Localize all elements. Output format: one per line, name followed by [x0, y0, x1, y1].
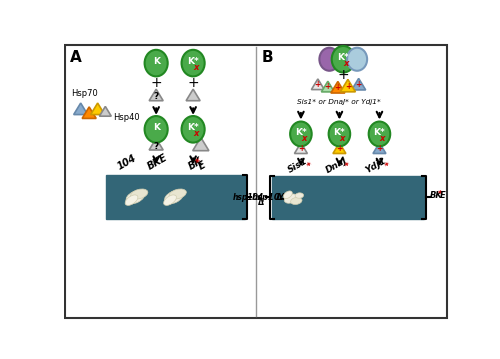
- Ellipse shape: [295, 193, 304, 198]
- Text: +: +: [336, 144, 342, 153]
- Ellipse shape: [284, 194, 298, 203]
- Polygon shape: [74, 103, 88, 115]
- Text: K*: K*: [374, 128, 386, 137]
- Text: Hsp70: Hsp70: [72, 89, 98, 98]
- Ellipse shape: [368, 122, 390, 146]
- Polygon shape: [294, 143, 308, 154]
- Polygon shape: [192, 137, 209, 151]
- Text: Hsp40: Hsp40: [113, 112, 140, 121]
- Text: E: E: [440, 191, 446, 200]
- Text: hsp104: hsp104: [233, 194, 264, 202]
- Text: +: +: [345, 82, 351, 91]
- Ellipse shape: [290, 122, 312, 146]
- Text: E: E: [197, 160, 207, 172]
- Ellipse shape: [320, 48, 340, 71]
- Polygon shape: [100, 107, 112, 116]
- Text: *: *: [194, 158, 204, 169]
- Text: K: K: [152, 123, 160, 132]
- Ellipse shape: [347, 48, 367, 71]
- Ellipse shape: [284, 191, 292, 199]
- Polygon shape: [333, 143, 346, 154]
- Text: +: +: [338, 67, 349, 81]
- Text: +: +: [324, 83, 331, 92]
- Text: +: +: [150, 76, 162, 90]
- Text: *: *: [306, 161, 314, 171]
- Text: Δ: Δ: [276, 192, 283, 202]
- Text: Δ: Δ: [258, 198, 264, 207]
- Ellipse shape: [125, 195, 138, 205]
- Polygon shape: [312, 79, 324, 90]
- Text: +: +: [356, 80, 362, 89]
- Ellipse shape: [328, 122, 350, 146]
- Ellipse shape: [290, 197, 302, 205]
- Text: DnaJ: DnaJ: [324, 155, 348, 175]
- Text: Ydj1: Ydj1: [364, 156, 388, 175]
- Text: x: x: [194, 130, 199, 139]
- Ellipse shape: [169, 189, 186, 199]
- Ellipse shape: [126, 190, 145, 204]
- Text: ?: ?: [154, 93, 159, 102]
- Polygon shape: [90, 103, 104, 115]
- Text: ?: ?: [154, 142, 159, 151]
- Text: +: +: [334, 83, 341, 92]
- Text: B: B: [262, 50, 274, 65]
- Text: A: A: [70, 50, 82, 65]
- Polygon shape: [322, 81, 334, 92]
- Text: *: *: [384, 161, 392, 171]
- Text: K*: K*: [187, 57, 199, 66]
- Text: x: x: [302, 134, 306, 143]
- Text: +: +: [298, 144, 304, 153]
- Ellipse shape: [332, 46, 355, 73]
- FancyBboxPatch shape: [106, 175, 244, 219]
- Text: K*: K*: [295, 128, 307, 137]
- FancyBboxPatch shape: [66, 45, 447, 318]
- Text: x: x: [194, 63, 199, 72]
- Text: K*: K*: [338, 53, 349, 62]
- Text: x: x: [340, 134, 345, 143]
- Text: +: +: [314, 80, 321, 89]
- Text: x: x: [344, 59, 349, 68]
- Ellipse shape: [182, 116, 204, 143]
- Polygon shape: [352, 78, 366, 90]
- Text: BK: BK: [430, 191, 443, 200]
- Text: BK: BK: [187, 155, 205, 172]
- Ellipse shape: [144, 116, 168, 143]
- Polygon shape: [373, 143, 386, 154]
- Polygon shape: [331, 81, 345, 93]
- FancyBboxPatch shape: [272, 176, 424, 219]
- Polygon shape: [149, 139, 163, 150]
- Text: BKE: BKE: [146, 152, 170, 172]
- Text: Sis1* or DnaJ* or Ydj1*: Sis1* or DnaJ* or Ydj1*: [297, 99, 380, 106]
- Polygon shape: [82, 107, 96, 118]
- Polygon shape: [340, 79, 355, 92]
- Text: K*: K*: [334, 128, 345, 137]
- Polygon shape: [186, 89, 200, 101]
- Polygon shape: [149, 89, 163, 101]
- Text: +: +: [376, 144, 382, 153]
- Ellipse shape: [164, 195, 176, 205]
- Text: K*: K*: [187, 123, 199, 132]
- Ellipse shape: [164, 190, 184, 204]
- Text: Sis1: Sis1: [286, 156, 310, 175]
- Text: +: +: [188, 76, 199, 90]
- Text: *: *: [438, 190, 442, 199]
- Text: 104: 104: [116, 153, 138, 172]
- Ellipse shape: [130, 189, 148, 199]
- Text: *: *: [344, 161, 352, 171]
- Ellipse shape: [182, 50, 204, 76]
- Text: hsp104: hsp104: [252, 192, 286, 202]
- Text: K: K: [152, 57, 160, 66]
- Text: x: x: [380, 134, 385, 143]
- Ellipse shape: [144, 50, 168, 76]
